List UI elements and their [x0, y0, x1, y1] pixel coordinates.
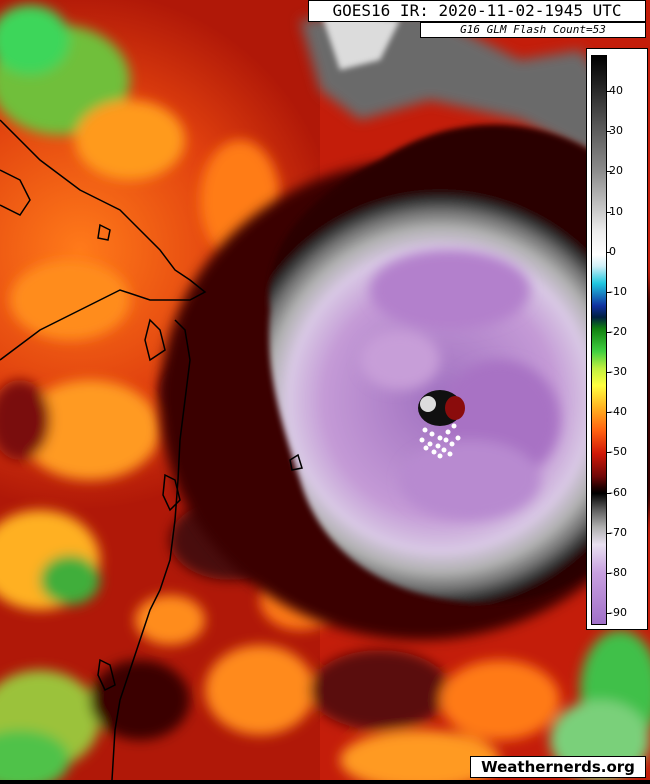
legend-tick-mark	[607, 372, 611, 374]
storm-texture	[360, 250, 560, 520]
legend-tick-label: -30	[609, 365, 627, 379]
legend-tick-mark	[607, 171, 611, 173]
north-band-core	[320, 10, 400, 70]
legend-tick-mark	[607, 572, 611, 574]
flash-count-label: G16 GLM Flash Count=53	[420, 22, 646, 38]
storm-eye	[445, 396, 465, 420]
legend-tick-mark	[607, 412, 611, 414]
legend-tick-mark	[607, 331, 611, 333]
color-scale-bar	[591, 55, 607, 625]
legend-tick-label: -20	[609, 324, 627, 338]
legend-tick-label: 0	[609, 244, 616, 258]
legend-tick-label: -90	[609, 605, 627, 619]
legend-tick-mark	[607, 452, 611, 454]
legend-tick-mark	[607, 211, 611, 213]
legend-tick-label: -80	[609, 565, 627, 579]
lightning-flashes	[419, 423, 461, 459]
legend-tick-label: -10	[609, 284, 627, 298]
credit-label: Weathernerds.org	[470, 756, 646, 778]
legend-tick-mark	[607, 612, 611, 614]
legend-tick-mark	[607, 131, 611, 133]
legend-tick-label: 40	[609, 84, 623, 98]
legend-tick-mark	[607, 492, 611, 494]
legend-tick-label: -70	[609, 525, 627, 539]
color-scale-legend: 40 30 20 10 0 -10 -20 -30 -40 -50 -60 -70 -80 -90	[586, 48, 648, 630]
legend-tick-label: -60	[609, 485, 627, 499]
legend-tick-mark	[607, 91, 611, 93]
legend-tick-label: 10	[609, 204, 623, 218]
legend-tick-label: -40	[609, 405, 627, 419]
legend-tick-mark	[607, 291, 611, 293]
coastline	[0, 119, 303, 781]
legend-tick-label: 30	[609, 124, 623, 138]
legend-tick-mark	[607, 251, 611, 253]
storm-eye-wall	[420, 396, 436, 412]
legend-tick-label: 20	[609, 164, 623, 178]
legend-tick-label: -50	[609, 445, 627, 459]
legend-tick-mark	[607, 532, 611, 534]
image-title: GOES16 IR: 2020-11-02-1945 UTC	[308, 0, 646, 22]
